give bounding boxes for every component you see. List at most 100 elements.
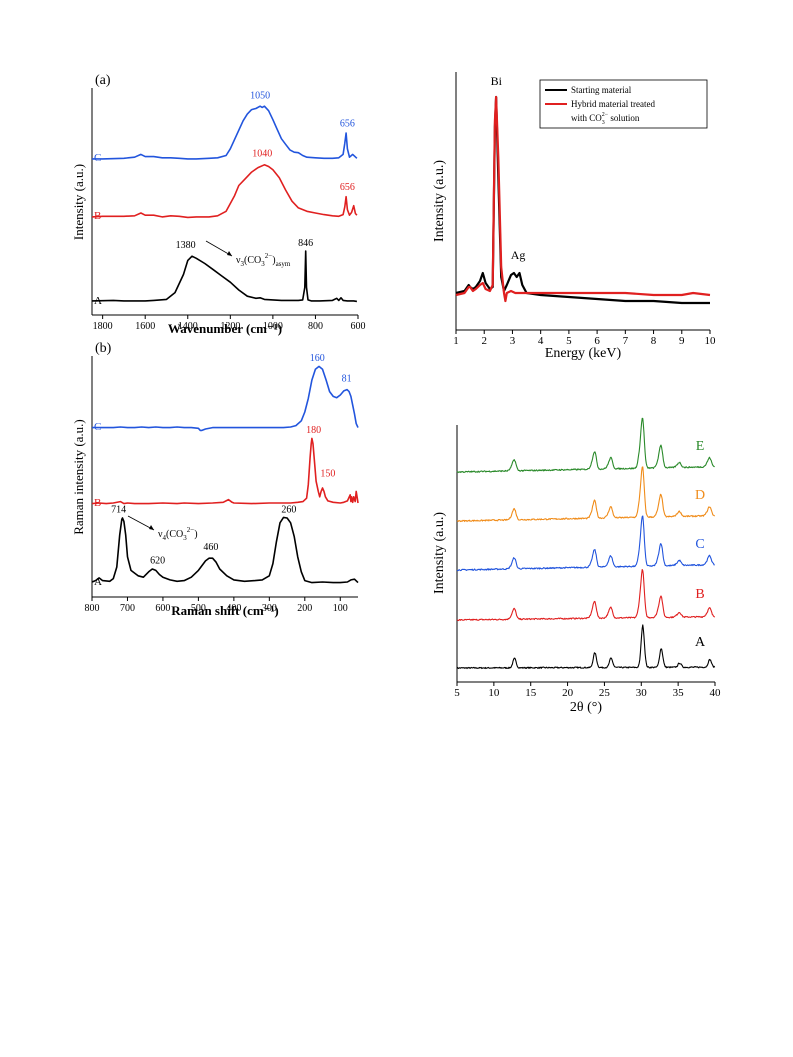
raman-x-tick-label: 800 xyxy=(85,603,100,614)
eds-x-tick-label: 7 xyxy=(623,335,629,347)
ftir-xlabel: Wavenumber (cm⁻¹) xyxy=(168,321,282,336)
ftir-mode-label: ν3(CO32−)asym xyxy=(236,252,291,268)
eds-legend-label-hybrid-2: with CO3 2− solution xyxy=(571,112,640,126)
xrd-series-e xyxy=(456,417,715,474)
ftir-arrow xyxy=(205,240,233,257)
ftir-mode-main: ν xyxy=(236,255,241,266)
raman-arrow-head xyxy=(149,525,154,530)
raman-mode-sub1: 4 xyxy=(163,534,167,542)
eds-legend-l2-sup: 2− xyxy=(602,112,609,118)
eds-lines xyxy=(455,95,711,305)
ftir-lines: A B C xyxy=(91,105,358,307)
ftir-peak-label: 846 xyxy=(298,238,313,249)
raman-ylabel: Raman intensity (a.u.) xyxy=(71,419,86,535)
ftir-x-tick-label: 600 xyxy=(351,321,366,332)
raman-trace-label-a: A xyxy=(94,576,102,588)
xrd-lines: A B C D E xyxy=(456,417,716,670)
raman-x-tick-label: 600 xyxy=(155,603,170,614)
svg-text:ν3(CO32−)asym: ν3(CO32−)asym xyxy=(236,252,291,268)
xrd-x-tick-label: 35 xyxy=(673,687,685,699)
raman-mode-sub2: 3 xyxy=(183,534,187,542)
raman-x-tick-label: 700 xyxy=(120,603,135,614)
ftir-mode-sup: 2− xyxy=(265,252,273,260)
raman-peak-label: 260 xyxy=(281,505,296,516)
raman-peak-label: 460 xyxy=(203,542,218,553)
ftir-peak-label: 1040 xyxy=(252,148,272,159)
eds-x-tick-label: 10 xyxy=(705,335,717,347)
xrd-x-tick-label: 5 xyxy=(454,687,460,699)
xrd-xlabel: 2θ (°) xyxy=(570,700,602,715)
eds-x-tick-label: 1 xyxy=(453,335,459,347)
raman-trace-label-b: B xyxy=(94,497,101,509)
ftir-x-tick-label: 1800 xyxy=(93,321,113,332)
xrd-series-c xyxy=(456,515,715,572)
ftir-mode-tail: ) xyxy=(272,255,275,266)
panel-label-a: (a) xyxy=(95,73,111,88)
eds-x-tick-label: 9 xyxy=(679,335,685,347)
xrd-x-ticks: 5 10 15 20 25 30 35 40 xyxy=(454,682,721,699)
raman-mode-main: ν xyxy=(158,529,163,540)
xrd-trace-label-c: C xyxy=(695,537,704,552)
raman-peak-label: 150 xyxy=(320,468,335,479)
ftir-peak-label: 656 xyxy=(340,118,355,129)
raman-panel: (b) 800 700 600 500 400 300 200 100 A B C 714 620 4… xyxy=(71,341,359,618)
raman-xlabel: Raman shift (cm⁻¹) xyxy=(171,603,279,618)
raman-peak-label: 620 xyxy=(150,556,165,567)
ftir-mode-sub1: 3 xyxy=(241,260,245,268)
xrd-trace-label-e: E xyxy=(696,439,705,454)
raman-series-a xyxy=(91,516,359,584)
raman-x-tick-label: 400 xyxy=(226,603,241,614)
ftir-ylabel: Intensity (a.u.) xyxy=(71,164,86,240)
raman-x-tick-label: 100 xyxy=(333,603,348,614)
ftir-peak-label: 656 xyxy=(340,182,355,193)
ftir-trace-label-b: B xyxy=(94,210,101,222)
eds-x-tick-label: 3 xyxy=(510,335,516,347)
eds-peak-label: Bi xyxy=(491,74,503,88)
eds-legend-l2-post: solution xyxy=(608,113,640,123)
raman-x-ticks: 800 700 600 500 400 300 200 100 xyxy=(85,597,348,614)
raman-peak-label: 160 xyxy=(310,353,325,364)
eds-series-hybrid xyxy=(455,95,711,303)
xrd-ylabel: Intensity (a.u.) xyxy=(432,512,447,594)
eds-panel: 1 2 3 4 5 6 7 8 9 10 Bi Ag Intensity (a.u.) Energy… xyxy=(432,72,716,361)
raman-x-tick-label: 300 xyxy=(262,603,277,614)
eds-x-tick-label: 5 xyxy=(566,335,572,347)
xrd-panel: 5 10 15 20 25 30 35 40 A B C D E Intensity (a.u.) 2… xyxy=(432,417,721,715)
xrd-x-tick-label: 15 xyxy=(525,687,537,699)
xrd-series-b xyxy=(456,568,716,622)
eds-legend-label-hybrid-1: Hybrid material treated xyxy=(571,99,655,109)
xrd-x-tick-label: 10 xyxy=(488,687,500,699)
eds-xlabel: Energy (keV) xyxy=(545,346,622,361)
xrd-x-tick-label: 30 xyxy=(636,687,648,699)
raman-peak-label: 180 xyxy=(306,425,321,436)
ftir-mode-mid: (CO xyxy=(244,255,261,266)
ftir-x-tick-label: 800 xyxy=(308,321,323,332)
eds-x-tick-label: 8 xyxy=(651,335,657,347)
ftir-panel: (a) 1800 1600 1400 1200 1000 800 600 A B C 1380 8… xyxy=(71,73,366,336)
raman-x-tick-label: 500 xyxy=(191,603,206,614)
raman-mode-sup: 2− xyxy=(187,526,195,534)
raman-lines: A B C xyxy=(91,365,359,588)
eds-x-tick-label: 6 xyxy=(594,335,600,347)
ftir-series-c xyxy=(92,105,358,160)
panel-label-b: (b) xyxy=(95,341,112,356)
xrd-x-tick-label: 20 xyxy=(562,687,574,699)
eds-legend-l2-sub: 3 xyxy=(602,120,605,126)
ftir-mode-sub3: asym xyxy=(276,260,291,268)
eds-legend-box xyxy=(539,79,708,129)
xrd-series-d xyxy=(456,466,716,523)
ftir-series-a xyxy=(91,250,358,303)
raman-x-tick-label: 200 xyxy=(297,603,312,614)
ftir-x-tick-label: 1000 xyxy=(263,321,283,332)
raman-trace-label-c: C xyxy=(94,421,101,433)
eds-legend: Starting material Hybrid material treate… xyxy=(539,79,708,129)
xrd-series-a xyxy=(456,624,716,670)
raman-mode-label: ν4(CO32−) xyxy=(158,526,198,542)
raman-peak-label: 714 xyxy=(111,505,126,516)
xrd-x-tick-label: 40 xyxy=(710,687,722,699)
ftir-annotations: 1380 846 1040 656 1050 656 xyxy=(176,90,355,250)
ftir-mode-sub2: 3 xyxy=(261,260,265,268)
eds-peak-label: Ag xyxy=(511,248,526,262)
raman-annotations: 714 620 460 260 180 150 160 81 xyxy=(111,353,352,567)
